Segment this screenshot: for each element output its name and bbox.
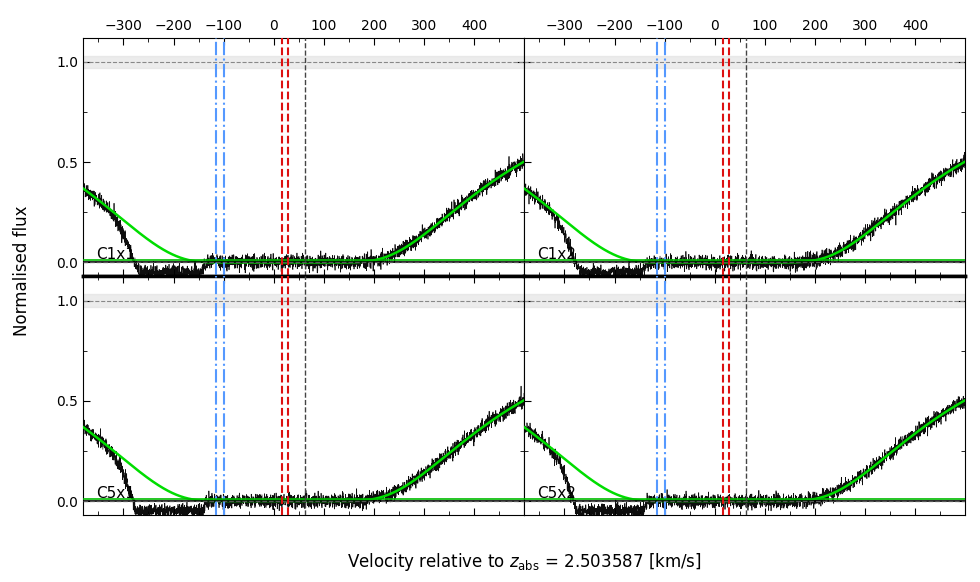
Bar [524,56,965,68]
Bar [83,56,524,68]
Bar [83,294,524,307]
Text: C5x1: C5x1 [96,486,135,501]
Bar [524,294,965,307]
Text: C1x2: C1x2 [537,247,576,262]
Text: C5x2: C5x2 [537,486,576,501]
Text: Normalised flux: Normalised flux [13,205,30,336]
Text: C1x1: C1x1 [96,247,135,262]
Text: Velocity relative to $z_{\mathrm{abs}}$ = 2.503587 [km/s]: Velocity relative to $z_{\mathrm{abs}}$ … [347,551,702,573]
